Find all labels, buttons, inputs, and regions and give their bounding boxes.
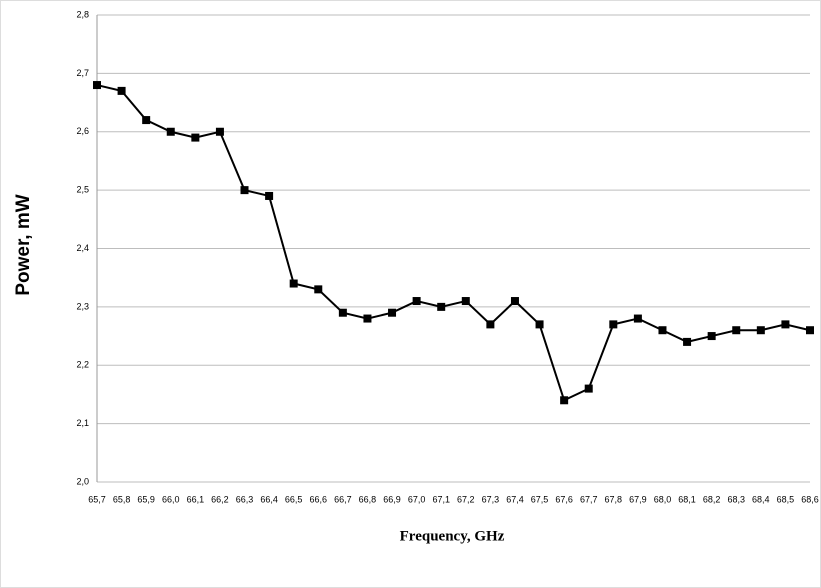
x-tick-label: 67,0 xyxy=(408,494,426,504)
x-tick-label: 68,0 xyxy=(654,494,672,504)
data-marker xyxy=(437,302,446,311)
x-tick-label: 66,7 xyxy=(334,494,352,504)
data-marker xyxy=(707,332,716,341)
y-tick-label: 2,5 xyxy=(76,185,89,195)
data-marker xyxy=(388,308,397,317)
x-tick-label: 67,5 xyxy=(531,494,549,504)
data-marker xyxy=(584,384,593,393)
x-tick-label: 67,7 xyxy=(580,494,598,504)
x-tick-label: 67,2 xyxy=(457,494,475,504)
data-marker xyxy=(658,326,667,335)
x-tick-label: 66,0 xyxy=(162,494,180,504)
x-tick-label: 65,9 xyxy=(137,494,155,504)
x-tick-label: 66,2 xyxy=(211,494,229,504)
data-marker xyxy=(166,127,175,136)
data-marker xyxy=(289,279,298,288)
y-tick-label: 2,6 xyxy=(76,126,89,136)
y-tick-label: 2,3 xyxy=(76,301,89,311)
y-tick-label: 2,1 xyxy=(76,418,89,428)
x-tick-label: 66,4 xyxy=(260,494,278,504)
data-marker xyxy=(535,320,544,329)
data-marker xyxy=(93,81,101,90)
y-tick-label: 2,7 xyxy=(76,68,89,78)
x-tick-label: 67,6 xyxy=(555,494,573,504)
x-tick-label: 67,8 xyxy=(605,494,623,504)
x-tick-label: 66,5 xyxy=(285,494,303,504)
x-axis-title: Frequency, GHz xyxy=(400,528,505,544)
x-tick-label: 68,6 xyxy=(801,494,819,504)
data-marker xyxy=(117,86,126,95)
y-axis-title: Power, mW xyxy=(13,194,34,295)
data-marker xyxy=(806,326,814,335)
data-marker xyxy=(363,314,372,323)
y-tick-label: 2,2 xyxy=(76,360,89,370)
x-tick-label: 68,5 xyxy=(777,494,795,504)
data-marker xyxy=(781,320,790,329)
data-marker xyxy=(461,297,470,306)
x-tick-label: 66,9 xyxy=(383,494,401,504)
data-marker xyxy=(314,285,323,294)
data-marker xyxy=(732,326,741,335)
y-tick-label: 2,8 xyxy=(76,9,89,19)
data-marker xyxy=(633,314,642,323)
x-tick-label: 67,4 xyxy=(506,494,524,504)
data-marker xyxy=(265,191,274,200)
x-tick-label: 67,9 xyxy=(629,494,647,504)
x-tick-label: 68,4 xyxy=(752,494,770,504)
x-tick-label: 68,2 xyxy=(703,494,721,504)
y-tick-label: 2,4 xyxy=(76,243,89,253)
x-tick-label: 68,3 xyxy=(727,494,745,504)
data-marker xyxy=(191,133,200,142)
x-tick-label: 66,1 xyxy=(187,494,205,504)
data-marker xyxy=(338,308,347,317)
data-marker xyxy=(609,320,618,329)
data-marker xyxy=(412,297,421,306)
y-tick-label: 2,0 xyxy=(76,476,89,486)
x-tick-label: 66,8 xyxy=(359,494,377,504)
x-tick-label: 65,8 xyxy=(113,494,131,504)
data-marker xyxy=(142,116,151,125)
x-tick-label: 67,3 xyxy=(482,494,500,504)
x-tick-label: 68,1 xyxy=(678,494,696,504)
x-tick-label: 66,3 xyxy=(236,494,254,504)
data-marker xyxy=(683,337,692,346)
data-line xyxy=(96,84,811,402)
data-marker xyxy=(486,320,495,329)
x-tick-label: 66,6 xyxy=(310,494,328,504)
x-tick-label: 65,7 xyxy=(88,494,106,504)
data-marker xyxy=(560,396,569,405)
data-marker xyxy=(215,127,224,136)
data-marker xyxy=(756,326,765,335)
data-marker xyxy=(510,297,519,306)
data-marker xyxy=(240,186,249,195)
x-tick-label: 67,1 xyxy=(432,494,450,504)
